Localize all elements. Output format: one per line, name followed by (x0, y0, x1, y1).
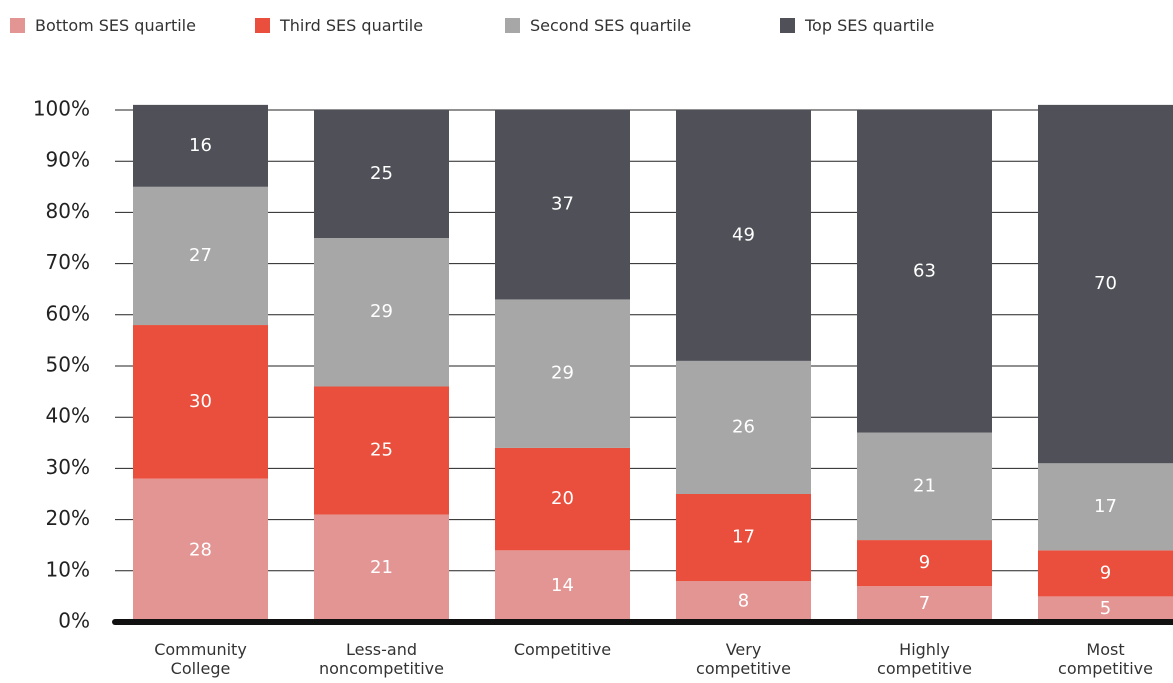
data-label: 21 (370, 557, 393, 578)
y-tick-label: 40% (46, 404, 90, 428)
data-label: 17 (732, 527, 755, 548)
x-tick-label: Highly competitive (877, 640, 972, 678)
y-tick-label: 60% (46, 301, 90, 325)
data-label: 7 (919, 593, 930, 614)
data-label: 8 (738, 591, 749, 612)
data-label: 29 (370, 301, 393, 322)
legend-swatch (780, 18, 795, 33)
legend-label: Top SES quartile (805, 16, 935, 35)
data-label: 30 (189, 391, 212, 412)
bar-segment (133, 186, 268, 326)
legend-item: Third SES quartile (255, 16, 423, 35)
data-label: 9 (1100, 562, 1111, 583)
bar-segment (314, 386, 449, 515)
data-label: 20 (551, 488, 574, 509)
legend-item: Bottom SES quartile (10, 16, 196, 35)
x-tick-label: Most competitive (1058, 640, 1153, 678)
bar-segment (133, 478, 268, 622)
legend-swatch (10, 18, 25, 33)
data-label: 37 (551, 194, 574, 215)
y-tick-label: 70% (46, 250, 90, 274)
data-label: 49 (732, 224, 755, 245)
y-tick-label: 10% (46, 557, 90, 581)
data-label: 70 (1094, 273, 1117, 294)
y-tick-label: 100% (33, 97, 90, 121)
bar-segment (857, 586, 992, 622)
data-label: 26 (732, 416, 755, 437)
legend-item: Top SES quartile (780, 16, 934, 35)
bar-segment (857, 110, 992, 433)
data-label: 28 (189, 539, 212, 560)
bar-segment (1038, 550, 1173, 597)
x-tick-label: Community College (154, 640, 247, 678)
bar-segment (1038, 463, 1173, 551)
bar-segment (676, 581, 811, 622)
bar-segment (495, 550, 630, 622)
legend-item: Second SES quartile (505, 16, 691, 35)
bar-segment (857, 540, 992, 587)
bar-segment (314, 514, 449, 622)
bar-segment (495, 110, 630, 300)
legend-label: Second SES quartile (530, 16, 692, 35)
y-tick-label: 20% (46, 506, 90, 530)
legend-label: Third SES quartile (280, 16, 424, 35)
bar-segment (676, 360, 811, 494)
legend-swatch (255, 18, 270, 33)
y-tick-label: 30% (46, 455, 90, 479)
data-label: 63 (913, 260, 936, 281)
data-label: 25 (370, 439, 393, 460)
y-tick-label: 90% (46, 148, 90, 172)
data-label: 27 (189, 245, 212, 266)
data-label: 16 (189, 135, 212, 156)
data-label: 17 (1094, 496, 1117, 517)
bar-segment (495, 447, 630, 551)
x-tick-label: Less-and noncompetitive (319, 640, 444, 678)
bar-segment (676, 494, 811, 582)
bar-segment (133, 104, 268, 187)
legend-label: Bottom SES quartile (35, 16, 196, 35)
x-tick-label: Competitive (513, 640, 612, 659)
y-tick-label: 80% (46, 199, 90, 223)
bar-segment (314, 110, 449, 238)
data-label: 5 (1100, 598, 1111, 619)
y-tick-label: 50% (46, 353, 90, 377)
bar-segment (676, 110, 811, 361)
data-label: 9 (919, 552, 930, 573)
bar-segment (314, 238, 449, 387)
bar-segment (1038, 104, 1173, 464)
bar-segment (857, 432, 992, 541)
y-tick-label: 0% (58, 609, 90, 633)
data-label: 14 (551, 575, 574, 596)
legend-swatch (505, 18, 520, 33)
data-label: 25 (370, 163, 393, 184)
data-label: 21 (913, 475, 936, 496)
bar-segment (133, 325, 268, 479)
x-tick-label: Very competitive (696, 640, 791, 678)
data-label: 29 (551, 363, 574, 384)
bar-segment (1038, 596, 1173, 622)
bar-segment (495, 299, 630, 448)
